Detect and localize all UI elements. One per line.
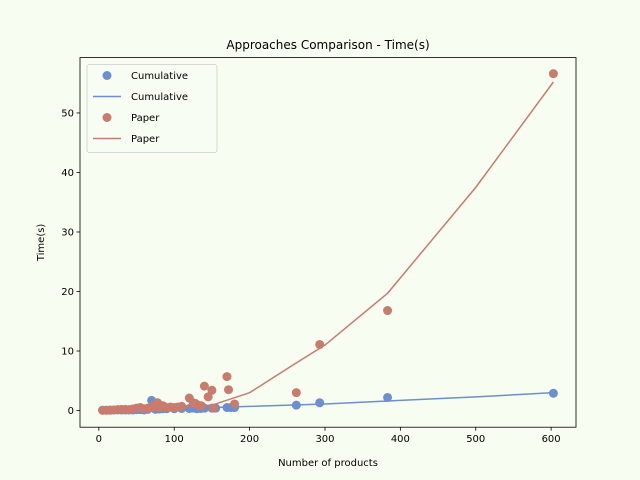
x-tick-label: 200 [240, 434, 259, 445]
plot-frame [79, 57, 577, 428]
y-axis: 0 10 20 30 40 50 [61, 108, 80, 417]
x-axis-label: Number of products [278, 458, 378, 469]
x-tick-label: 0 [96, 434, 102, 445]
data-point-cumulative [315, 398, 325, 408]
y-tick-label: 20 [61, 287, 74, 298]
x-tick-label: 100 [165, 434, 184, 445]
data-point-paper [224, 385, 233, 395]
data-point-paper [548, 69, 558, 79]
data-point-paper [291, 388, 301, 398]
plot-marks [98, 69, 558, 415]
legend-label: Cumulative [131, 71, 188, 82]
legend-label: Cumulative [131, 92, 188, 103]
legend-marker-swatch [102, 71, 112, 80]
data-point-paper [222, 372, 232, 382]
data-point-paper [383, 306, 393, 316]
series-line-paper [98, 81, 554, 412]
data-point-paper [203, 392, 213, 402]
x-axis: 0 100 200 300 400 500 600 [96, 427, 561, 445]
legend-box [86, 64, 218, 153]
chart-title: Approaches Comparison - Time(s) [226, 38, 429, 52]
y-tick-label: 50 [61, 108, 74, 119]
data-point-paper [207, 385, 217, 395]
data-point-paper [230, 399, 240, 409]
legend-label: Paper [131, 134, 160, 145]
x-tick-label: 600 [542, 434, 561, 445]
x-tick-label: 500 [466, 434, 485, 445]
x-tick-label: 300 [315, 434, 334, 445]
y-tick-label: 40 [61, 168, 74, 179]
y-tick-label: 10 [61, 347, 74, 358]
y-tick-label: 30 [61, 227, 74, 238]
legend-marker-swatch [102, 113, 112, 122]
data-point-cumulative [383, 392, 393, 402]
legend-label: Paper [131, 113, 160, 124]
x-tick-label: 400 [391, 434, 410, 445]
legend: Cumulative Cumulative Paper Paper [86, 64, 218, 153]
y-tick-label: 0 [68, 406, 74, 417]
data-point-paper [199, 381, 209, 391]
y-axis-label: Time(s) [36, 224, 47, 263]
